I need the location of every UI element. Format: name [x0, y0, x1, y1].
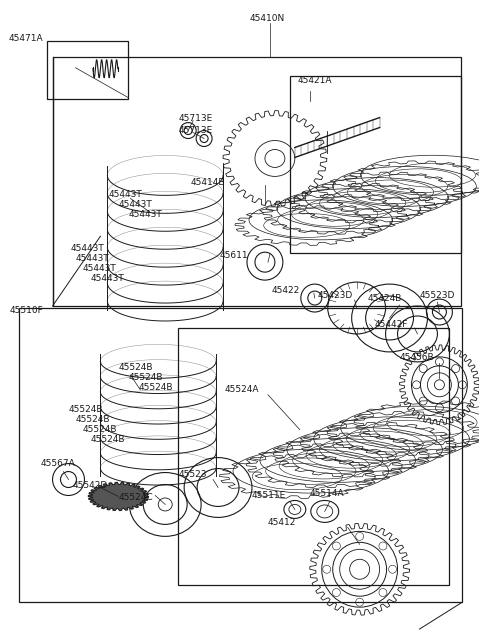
Text: 45410N: 45410N [250, 15, 285, 23]
Text: 45443T: 45443T [90, 273, 124, 282]
Text: 45611: 45611 [220, 251, 249, 260]
Text: 45424B: 45424B [368, 294, 402, 303]
Text: 45524B: 45524B [119, 363, 153, 372]
Text: 45524B: 45524B [83, 425, 117, 434]
Bar [19, 308, 462, 602]
Text: 45713E: 45713E [178, 126, 213, 135]
Text: 45514A: 45514A [310, 489, 345, 498]
Text: 45523D: 45523D [420, 291, 455, 299]
Bar [178, 328, 449, 586]
Text: 45422: 45422 [272, 285, 300, 294]
Text: 45511E: 45511E [252, 491, 286, 500]
Text: 45443T: 45443T [75, 254, 109, 263]
Text: 45414B: 45414B [190, 178, 225, 187]
Text: 45443T: 45443T [71, 244, 104, 253]
Text: 45523: 45523 [178, 470, 207, 479]
Text: 45524A: 45524A [225, 385, 260, 394]
Text: 45524C: 45524C [119, 493, 153, 502]
Text: 45542D: 45542D [72, 481, 108, 490]
Text: 45443T: 45443T [108, 190, 142, 199]
Text: 45456B: 45456B [399, 353, 434, 362]
Text: 45567A: 45567A [41, 459, 75, 468]
Text: 45524B: 45524B [128, 373, 163, 382]
Text: 45713E: 45713E [178, 114, 213, 123]
Text: 45412: 45412 [268, 518, 296, 527]
Text: 45510F: 45510F [10, 306, 43, 315]
Text: 45442F: 45442F [374, 320, 408, 329]
Text: 45443T: 45443T [119, 200, 152, 209]
Text: 45443T: 45443T [83, 263, 116, 273]
Bar [52, 57, 461, 306]
Text: 45423D: 45423D [318, 291, 353, 299]
Text: 45524B: 45524B [69, 405, 103, 414]
Text: 45524B: 45524B [90, 435, 125, 444]
Bar [290, 76, 461, 253]
Text: 45524B: 45524B [75, 415, 110, 424]
Text: 45524B: 45524B [138, 384, 173, 392]
Polygon shape [88, 482, 148, 510]
Bar [47, 41, 128, 99]
Text: 45443T: 45443T [128, 210, 162, 219]
Text: 45421A: 45421A [298, 76, 332, 85]
Text: 45471A: 45471A [9, 34, 43, 43]
